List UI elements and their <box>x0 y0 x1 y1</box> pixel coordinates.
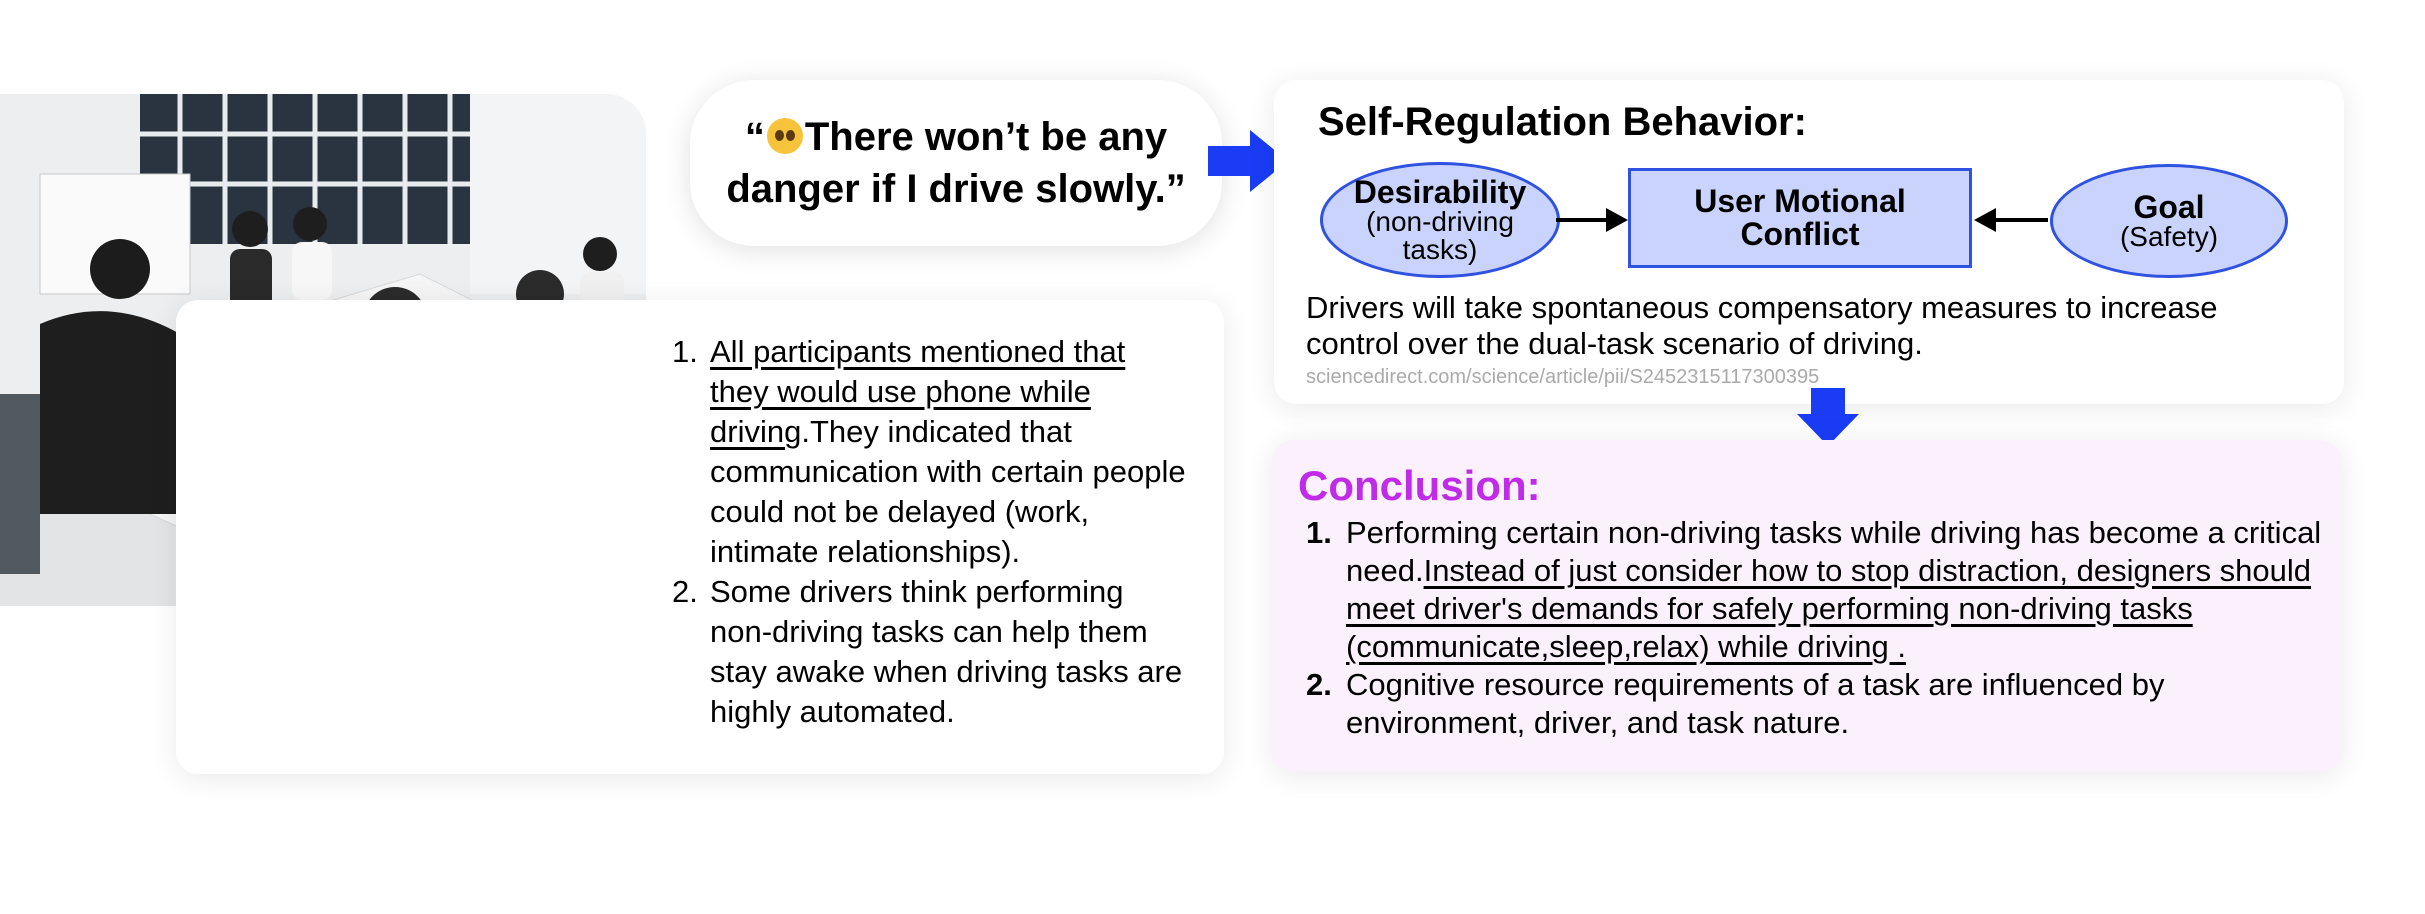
conclusion-list: 1. Performing certain non-driving tasks … <box>1306 514 2326 742</box>
conclusion-item-1: 1. Performing certain non-driving tasks … <box>1306 514 2326 666</box>
finding-text-2: Some drivers think performing non-drivin… <box>710 574 1183 729</box>
user-motional-conflict-node: User Motional Conflict <box>1628 168 1972 268</box>
arrow-down-icon <box>1797 388 1859 446</box>
conclusion-number-1: 1. <box>1306 515 1332 550</box>
arrow-right-icon <box>1208 130 1288 192</box>
quote-bubble: “ There won’t be any danger if I drive sl… <box>690 80 1222 246</box>
conclusion-card <box>1272 440 2342 772</box>
desirability-node: Desirability (non-driving tasks) <box>1320 162 1560 278</box>
goal-node: Goal (Safety) <box>2050 164 2288 278</box>
arrow-from-goal-icon <box>1974 208 2048 232</box>
conclusion-title: Conclusion: <box>1298 462 1541 509</box>
conclusion-item-2: 2. Cognitive resource requirements of a … <box>1306 666 2326 742</box>
quote-open-mark: “ <box>744 115 765 159</box>
pleading-face-icon <box>766 118 803 154</box>
findings-list: 1. All participants mentioned that they … <box>672 332 1192 732</box>
conclusion-underlined-text: Instead of just consider how to stop dis… <box>1346 553 2312 664</box>
source-link[interactable]: sciencedirect.com/science/article/pii/S2… <box>1306 366 1820 388</box>
finding-underlined-text: All participants mentioned that they wou… <box>710 334 1126 449</box>
conflict-line-1: User Motional <box>1694 183 1906 219</box>
finding-item-2: 2. Some drivers think performing non-dri… <box>672 572 1192 732</box>
quote-line-2: danger if I drive slowly.” <box>726 167 1186 211</box>
conclusion-text-2: Cognitive resource requirements of a tas… <box>1346 667 2165 740</box>
quote-line-1: There won’t be any <box>804 115 1168 159</box>
finding-text-1: .They indicated that communication with … <box>710 414 1186 569</box>
findings-card <box>176 300 1224 774</box>
finding-number-1: 1. <box>672 334 698 369</box>
conclusion-number-2: 2. <box>1306 667 1332 702</box>
conclusion-text-1: Performing certain non-driving tasks whi… <box>1346 515 2322 588</box>
goal-label: Goal <box>2133 189 2205 225</box>
arrow-to-conflict-icon <box>1556 208 1628 232</box>
self-regulation-title: Self-Regulation Behavior: <box>1318 100 1807 144</box>
self-regulation-description: Drivers will take spontaneous compensato… <box>1306 290 2218 361</box>
goal-sub: (Safety) <box>2119 221 2219 252</box>
bubble-tail <box>744 236 796 280</box>
conflict-line-2: Conflict <box>1740 216 1860 252</box>
desirability-label: Desirability <box>1353 174 1527 210</box>
finding-item-1: 1. All participants mentioned that they … <box>672 332 1192 572</box>
finding-number-2: 2. <box>672 574 698 609</box>
desirability-sub: (non-driving tasks) <box>1366 206 1514 265</box>
